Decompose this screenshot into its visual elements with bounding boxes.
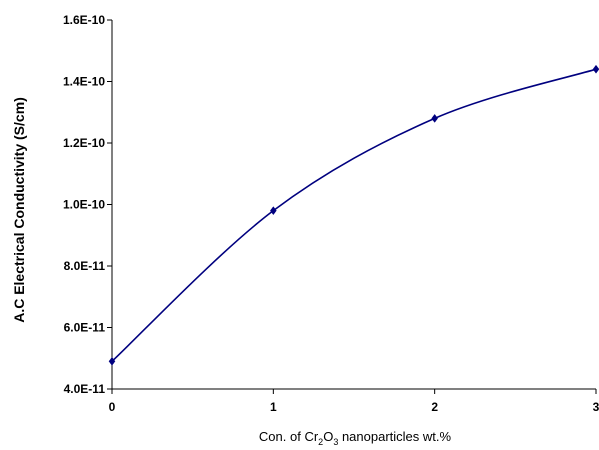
x-tick-label: 1 <box>270 400 277 414</box>
series-layer <box>108 64 599 366</box>
x-axis-title: Con. of Cr2O3 nanoparticles wt.% <box>259 429 452 447</box>
data-point-marker <box>108 356 116 366</box>
y-tick-label: 6.0E-11 <box>64 321 106 335</box>
x-tick-label: 3 <box>593 400 599 414</box>
x-tick-label: 0 <box>109 400 116 414</box>
data-point-marker <box>592 64 599 74</box>
data-point-marker <box>431 113 438 123</box>
axes <box>111 20 596 390</box>
x-axis-title-sub2: 3 <box>333 437 338 447</box>
x-axis-title-sub1: 2 <box>318 437 323 447</box>
y-tick-label: 1.0E-10 <box>63 198 105 212</box>
x-tick-labels: 0 1 2 3 <box>109 400 599 414</box>
y-axis-title: A.C Electrical Conductivity (S/cm) <box>11 97 27 323</box>
y-tick-label: 8.0E-11 <box>64 259 106 273</box>
y-tick-labels: 4.0E-11 6.0E-11 8.0E-11 1.0E-10 1.2E-10 1.4E-… <box>63 13 105 396</box>
tick-marks <box>107 19 597 394</box>
x-axis-title-prefix: Con. of Cr <box>259 429 319 444</box>
x-axis-title-mid: O <box>323 429 333 444</box>
y-tick-label: 1.4E-10 <box>63 75 105 89</box>
y-tick-label: 4.0E-11 <box>64 382 106 396</box>
x-axis-title-suffix: nanoparticles wt.% <box>338 429 451 444</box>
x-tick-label: 2 <box>431 400 438 414</box>
y-tick-label: 1.2E-10 <box>63 136 105 150</box>
data-point-marker <box>270 206 277 216</box>
series-line <box>111 68 597 362</box>
y-tick-label: 1.6E-10 <box>63 13 105 27</box>
